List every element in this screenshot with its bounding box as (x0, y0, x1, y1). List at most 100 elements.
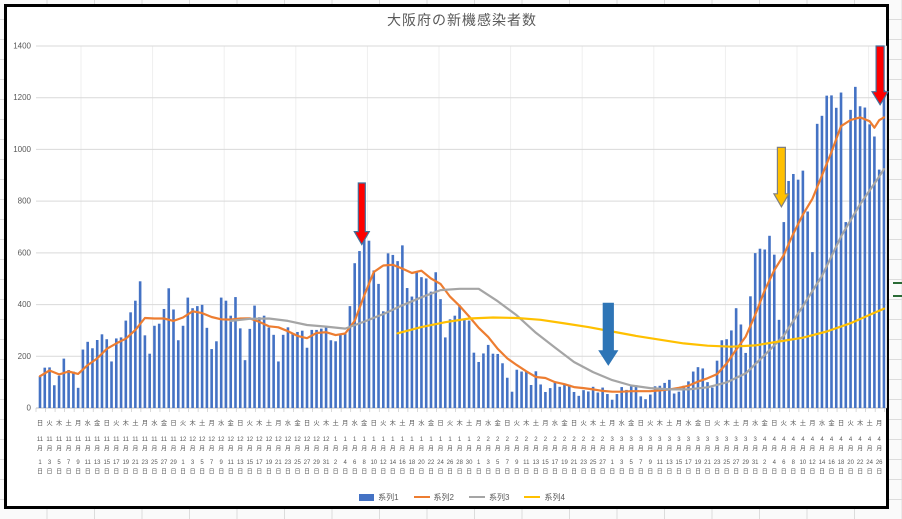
yellow-arrow-april-rise[interactable] (772, 146, 790, 209)
svg-text:3: 3 (649, 437, 653, 443)
svg-text:日: 日 (170, 469, 176, 476)
svg-text:11: 11 (94, 437, 101, 443)
svg-text:4: 4 (773, 460, 777, 466)
svg-text:月: 月 (514, 446, 520, 453)
svg-text:3: 3 (668, 437, 672, 443)
svg-text:日: 日 (781, 469, 787, 476)
legend-item-series3[interactable]: 系列3 (469, 492, 509, 503)
chart-object-frame[interactable] (4, 4, 889, 509)
legend-item-series4[interactable]: 系列4 (524, 492, 565, 503)
svg-text:月: 月 (170, 446, 176, 453)
svg-text:月: 月 (56, 446, 62, 453)
svg-text:日: 日 (352, 469, 358, 476)
svg-text:27: 27 (304, 460, 311, 466)
svg-text:金: 金 (695, 418, 702, 427)
svg-text:月: 月 (208, 419, 214, 427)
legend-label-series4: 系列4 (544, 492, 565, 502)
svg-text:月: 月 (199, 446, 205, 453)
svg-text:4: 4 (830, 437, 834, 443)
svg-text:日: 日 (857, 469, 863, 476)
svg-text:17: 17 (256, 460, 263, 466)
svg-text:日: 日 (704, 419, 710, 427)
svg-text:日: 日 (790, 469, 796, 476)
svg-text:日: 日 (104, 469, 110, 476)
red-arrow-april-peak[interactable] (871, 45, 890, 106)
svg-text:1: 1 (334, 437, 338, 443)
svg-text:4: 4 (878, 437, 882, 443)
svg-text:7: 7 (506, 460, 510, 466)
svg-text:1400: 1400 (13, 42, 31, 51)
series-line-4 (396, 307, 886, 348)
svg-text:土: 土 (733, 418, 739, 427)
svg-text:1: 1 (611, 460, 615, 466)
svg-text:日: 日 (37, 419, 43, 427)
svg-text:18: 18 (838, 460, 845, 466)
svg-text:月: 月 (552, 446, 558, 453)
legend-swatch-line-icon (413, 495, 430, 499)
svg-text:月: 月 (104, 446, 110, 453)
svg-text:月: 月 (733, 446, 739, 453)
svg-text:月: 月 (581, 446, 587, 453)
svg-text:12: 12 (304, 437, 311, 443)
svg-text:月: 月 (752, 446, 758, 453)
svg-text:日: 日 (504, 419, 510, 427)
svg-text:12: 12 (218, 437, 225, 443)
svg-text:3: 3 (696, 437, 700, 443)
svg-text:22: 22 (428, 460, 435, 466)
svg-text:25: 25 (294, 460, 301, 466)
svg-text:火: 火 (580, 420, 587, 427)
svg-text:日: 日 (638, 469, 644, 476)
svg-text:月: 月 (495, 446, 501, 453)
svg-text:水: 水 (352, 418, 359, 427)
svg-text:4: 4 (801, 437, 805, 443)
svg-text:木: 木 (56, 418, 63, 427)
svg-text:日: 日 (151, 469, 157, 476)
svg-text:19: 19 (266, 460, 273, 466)
svg-text:火: 火 (380, 420, 387, 427)
svg-text:15: 15 (103, 460, 110, 466)
svg-text:11: 11 (161, 437, 168, 443)
legend-item-series2[interactable]: 系列2 (413, 492, 454, 503)
svg-text:月: 月 (809, 446, 815, 453)
svg-text:3: 3 (754, 437, 758, 443)
svg-text:日: 日 (704, 469, 710, 476)
svg-text:日: 日 (304, 469, 310, 476)
svg-text:月: 月 (724, 446, 730, 453)
svg-text:1: 1 (363, 437, 367, 443)
chart-title[interactable]: 大阪府の新機感染者数 (387, 12, 537, 28)
svg-text:日: 日 (437, 419, 443, 427)
svg-text:火: 火 (514, 420, 521, 427)
svg-text:12: 12 (180, 437, 187, 443)
svg-text:2: 2 (334, 460, 338, 466)
svg-text:日: 日 (228, 469, 234, 476)
blue-arrow-march-trough[interactable] (598, 302, 619, 366)
svg-text:20: 20 (847, 460, 854, 466)
svg-text:金: 金 (228, 418, 235, 427)
svg-text:日: 日 (399, 469, 405, 476)
svg-text:日: 日 (609, 469, 615, 476)
svg-text:月: 月 (132, 446, 138, 453)
legend-item-series1[interactable]: 系列1 (359, 492, 399, 503)
svg-text:23: 23 (580, 460, 587, 466)
svg-text:月: 月 (266, 446, 272, 453)
svg-text:日: 日 (828, 469, 834, 476)
svg-text:日: 日 (371, 469, 377, 476)
svg-text:木: 木 (390, 418, 397, 427)
svg-text:3: 3 (620, 460, 624, 466)
svg-text:水: 水 (819, 418, 826, 427)
svg-text:4: 4 (849, 437, 853, 443)
svg-text:火: 火 (847, 420, 854, 427)
svg-text:日: 日 (409, 469, 415, 476)
svg-text:15: 15 (676, 460, 683, 466)
svg-text:火: 火 (447, 420, 454, 427)
svg-text:12: 12 (323, 437, 330, 443)
svg-text:月: 月 (418, 446, 424, 453)
red-arrow-january-peak[interactable] (353, 182, 371, 246)
svg-text:2: 2 (534, 437, 538, 443)
svg-text:月: 月 (771, 446, 777, 453)
svg-text:土: 土 (866, 418, 872, 427)
svg-text:日: 日 (571, 419, 577, 427)
svg-text:日: 日 (361, 469, 367, 476)
svg-text:月: 月 (695, 446, 701, 453)
